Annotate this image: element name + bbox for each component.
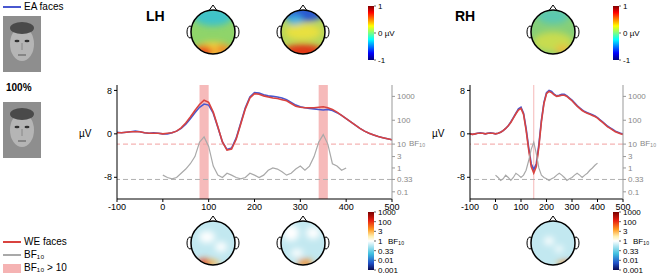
svg-text:0: 0 bbox=[460, 129, 465, 139]
svg-text:-8: -8 bbox=[457, 172, 465, 182]
svg-text:0.01: 0.01 bbox=[623, 256, 639, 265]
svg-text:3: 3 bbox=[378, 227, 383, 236]
svg-text:500: 500 bbox=[615, 202, 630, 212]
svg-text:-100: -100 bbox=[461, 202, 479, 212]
svg-text:3: 3 bbox=[628, 152, 633, 161]
svg-text:0.1: 0.1 bbox=[397, 188, 409, 197]
svg-text:1: 1 bbox=[623, 237, 628, 246]
svg-text:BF₁₀: BF₁₀ bbox=[633, 237, 649, 246]
html-text:WE faces: WE faces bbox=[24, 236, 67, 247]
svg-text:0: 0 bbox=[107, 129, 112, 139]
svg-text:1: 1 bbox=[378, 237, 383, 246]
svg-text:0.01: 0.01 bbox=[378, 256, 394, 265]
svg-text:8: 8 bbox=[460, 86, 465, 96]
svg-text:0: 0 bbox=[160, 202, 165, 212]
html-text:BF₁₀: BF₁₀ bbox=[409, 139, 426, 149]
svg-text:10: 10 bbox=[397, 140, 406, 149]
svg-text:400: 400 bbox=[339, 202, 354, 212]
svg-text:1000: 1000 bbox=[378, 208, 396, 217]
html-text:EA faces: EA faces bbox=[24, 1, 64, 12]
svg-text:300: 300 bbox=[564, 202, 579, 212]
html-text:LH: LH bbox=[146, 8, 165, 24]
svg-text:500: 500 bbox=[384, 202, 399, 212]
svg-text:3: 3 bbox=[397, 152, 402, 161]
svg-text:0.33: 0.33 bbox=[628, 175, 644, 184]
svg-text:1: 1 bbox=[378, 2, 383, 11]
html-text:100%: 100% bbox=[6, 82, 32, 93]
svg-text:300: 300 bbox=[293, 202, 308, 212]
svg-text:200: 200 bbox=[539, 202, 554, 212]
svg-text:400: 400 bbox=[590, 202, 605, 212]
html-text:RH: RH bbox=[455, 8, 476, 24]
html-text:BF₁₀ > 10: BF₁₀ > 10 bbox=[24, 262, 67, 273]
svg-text:0.1: 0.1 bbox=[628, 188, 640, 197]
svg-text:1: 1 bbox=[628, 164, 633, 173]
html-text:BF₁₀: BF₁₀ bbox=[24, 249, 45, 260]
svg-text:-1: -1 bbox=[378, 56, 386, 65]
svg-text:0.33: 0.33 bbox=[378, 247, 394, 256]
svg-text:1000: 1000 bbox=[628, 92, 646, 101]
svg-text:0: 0 bbox=[493, 202, 498, 212]
svg-text:-8: -8 bbox=[104, 172, 112, 182]
svg-text:1000: 1000 bbox=[397, 92, 415, 101]
svg-text:100: 100 bbox=[623, 218, 637, 227]
svg-text:0.001: 0.001 bbox=[623, 266, 644, 275]
svg-text:8: 8 bbox=[107, 86, 112, 96]
svg-text:0.33: 0.33 bbox=[397, 175, 413, 184]
svg-text:100: 100 bbox=[628, 116, 642, 125]
svg-text:0 µV: 0 µV bbox=[378, 29, 395, 38]
svg-text:1: 1 bbox=[397, 164, 402, 173]
svg-text:0.001: 0.001 bbox=[378, 266, 399, 275]
svg-text:1: 1 bbox=[623, 2, 628, 11]
svg-text:0 µV: 0 µV bbox=[623, 29, 640, 38]
svg-text:100: 100 bbox=[378, 218, 392, 227]
svg-text:100: 100 bbox=[201, 202, 216, 212]
svg-text:10: 10 bbox=[628, 140, 637, 149]
svg-text:0.33: 0.33 bbox=[623, 247, 639, 256]
svg-text:100: 100 bbox=[397, 116, 411, 125]
html-text:µV: µV bbox=[79, 127, 92, 139]
svg-text:100: 100 bbox=[513, 202, 528, 212]
html-text:µV: µV bbox=[432, 127, 445, 139]
svg-text:BF₁₀: BF₁₀ bbox=[388, 237, 404, 246]
svg-text:-1: -1 bbox=[623, 56, 631, 65]
svg-text:3: 3 bbox=[623, 227, 628, 236]
svg-text:-100: -100 bbox=[108, 202, 126, 212]
html-text:BF₁₀: BF₁₀ bbox=[640, 139, 657, 149]
svg-text:1000: 1000 bbox=[623, 208, 641, 217]
svg-text:200: 200 bbox=[247, 202, 262, 212]
